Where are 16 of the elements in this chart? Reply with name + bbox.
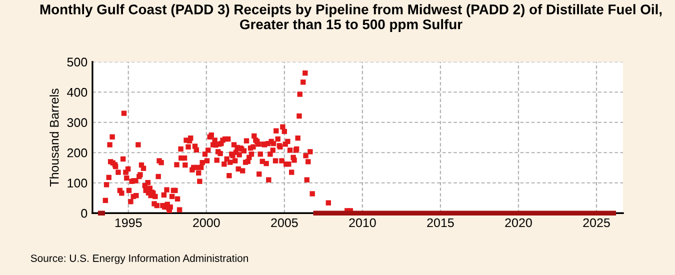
y-tick-label: 100 (68, 178, 88, 188)
y-tick-label: 300 (67, 118, 88, 128)
y-tick-label: 200 (67, 148, 88, 158)
y-tick-label: 400 (67, 88, 88, 97)
x-tick-label: 2025 (583, 218, 610, 228)
x-tick-label: 2005 (271, 218, 298, 228)
x-tick-label: 2020 (505, 218, 532, 228)
chart-title: Monthly Gulf Coast (PADD 3) Receipts by Pipeline from Midwest (PADD 2) of Distillate Fuel Oil, Greater than 15 to 500 ppm Sulfur (40, 4, 662, 32)
y-tick-label: 0 (81, 208, 88, 218)
y-tick-label: 500 (67, 58, 88, 67)
source-note: Source: U.S. Energy Information Administration (30, 254, 248, 264)
x-tick-label: 2015 (427, 218, 454, 228)
x-tick-label: 1995 (115, 218, 142, 228)
y-axis-title: Thousand Barrels (50, 88, 59, 187)
x-tick-label: 2000 (193, 218, 220, 228)
x-tick-label: 2010 (349, 218, 376, 228)
